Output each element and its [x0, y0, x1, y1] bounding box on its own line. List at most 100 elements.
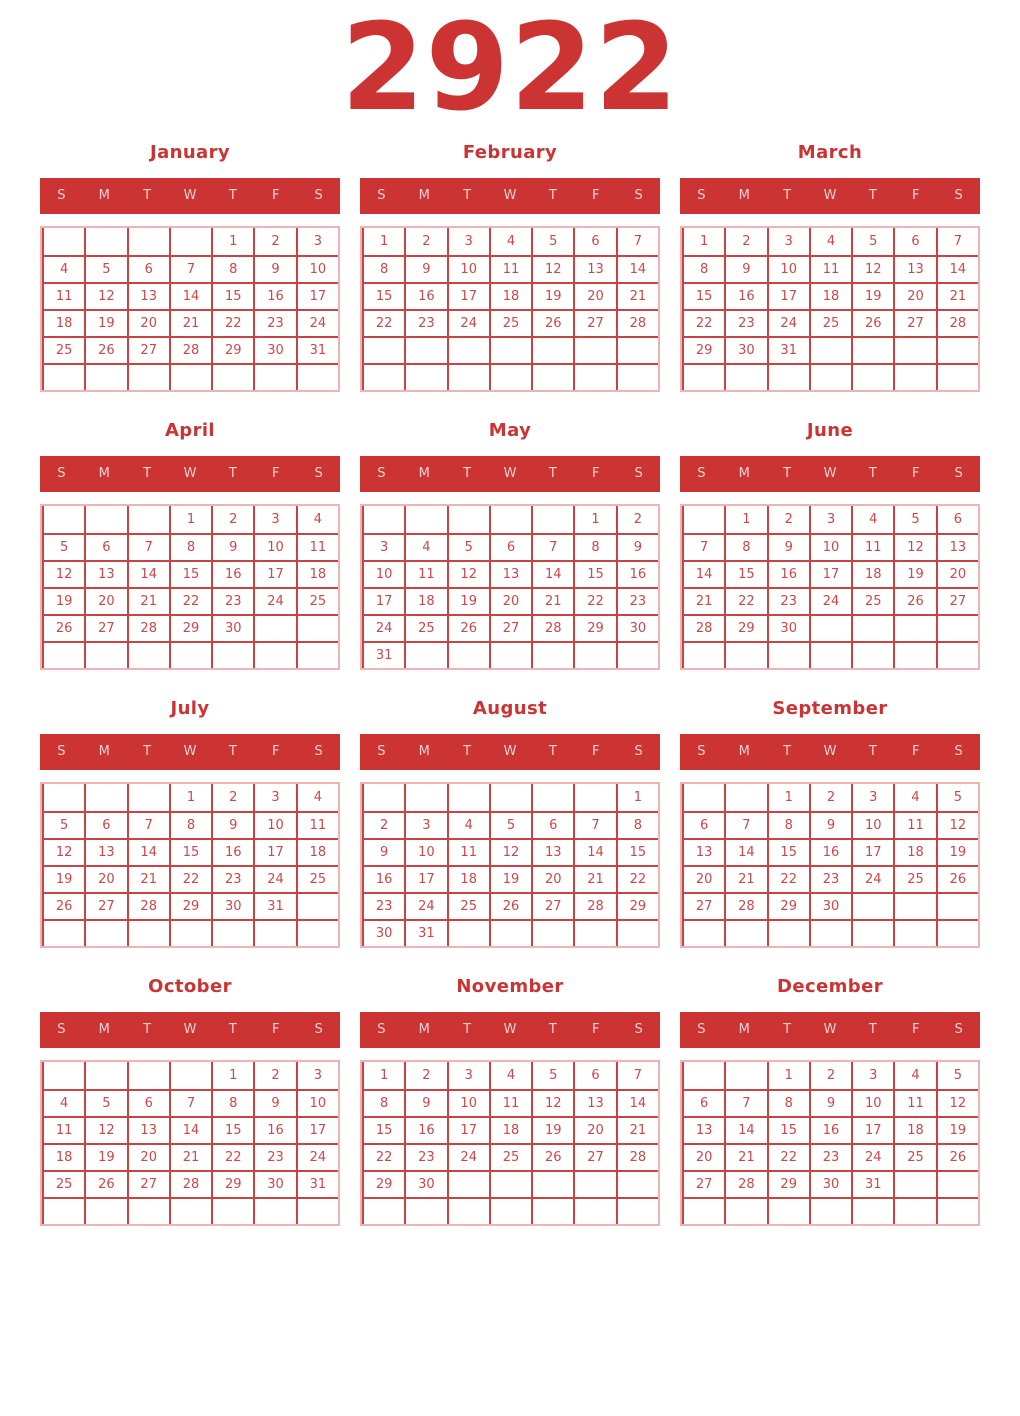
day-cell: 23	[404, 1142, 447, 1170]
day-cell: 22	[168, 586, 212, 614]
day-cell: 12	[893, 532, 936, 560]
day-cell: 20	[531, 864, 574, 892]
day-cell: 27	[682, 1169, 725, 1197]
day-cell: 9	[362, 837, 405, 865]
weekday-label: T	[548, 1022, 557, 1038]
day-grid: 1 2 3 4 5 6 7 8 9 10 11 12 13 14 15 16 17 18 19 20 21 22 23 24 2…	[360, 781, 660, 948]
day-cell: 12	[531, 254, 574, 282]
day-cell: 6	[682, 1088, 725, 1116]
weekday-label: W	[183, 466, 197, 482]
day-cell-empty	[488, 1169, 532, 1197]
day-cell-empty	[295, 891, 338, 919]
day-cell-empty	[573, 918, 616, 946]
day-cell: 14	[724, 837, 767, 865]
day-cell: 1	[211, 1061, 253, 1089]
day-cell-empty	[615, 362, 658, 390]
day-cell: 5	[488, 810, 532, 838]
day-cell-empty	[446, 783, 489, 811]
day-cell: 14	[682, 559, 725, 587]
day-cell: 28	[615, 1142, 658, 1170]
day-cell-empty	[211, 640, 254, 668]
day-cell: 17	[766, 281, 809, 309]
weekday-label: S	[697, 744, 706, 760]
day-cell: 25	[893, 864, 936, 892]
day-cell-empty	[531, 783, 573, 811]
day-cell: 20	[893, 281, 936, 309]
day-cell: 13	[682, 1115, 725, 1143]
day-cell-empty	[211, 1196, 254, 1224]
day-cell: 16	[615, 559, 658, 587]
weekday-label: F	[271, 466, 280, 482]
day-cell: 7	[126, 532, 169, 560]
day-grid: 1 2 3 4 5 6 7 8 9 10 11 12 13 14 15 16 17 18 19 20 21 22 23 24 2…	[40, 781, 340, 948]
day-cell: 24	[404, 891, 447, 919]
day-cell-empty	[168, 362, 212, 390]
day-cell-empty	[724, 1196, 767, 1224]
weekday-label: W	[823, 466, 837, 482]
day-cell: 2	[404, 227, 446, 255]
day-cell: 17	[851, 837, 894, 865]
day-cell: 10	[766, 254, 809, 282]
day-cell: 2	[211, 505, 253, 533]
day-cell: 19	[935, 837, 978, 865]
day-cell: 12	[531, 1088, 574, 1116]
day-cell: 18	[893, 837, 936, 865]
day-cell: 9	[404, 254, 447, 282]
day-cell: 25	[446, 891, 489, 919]
day-cell-empty	[295, 640, 338, 668]
day-cell: 1	[724, 505, 766, 533]
weekday-label: S	[697, 188, 706, 204]
day-cell: 17	[362, 586, 405, 614]
day-cell-empty	[808, 640, 852, 668]
day-cell-empty	[573, 1169, 616, 1197]
weekday-label: F	[591, 188, 600, 204]
day-cell: 25	[42, 1169, 85, 1197]
day-cell: 18	[42, 1142, 85, 1170]
day-cell-empty	[488, 640, 532, 668]
day-cell-empty	[362, 335, 405, 363]
day-grid: 1 2 3 4 5 6 7 8 9 10 11 12 13 14 15 16 17 18 19 20 21 22 23 24 2…	[40, 1059, 340, 1226]
day-cell: 16	[211, 559, 254, 587]
day-cell-empty	[84, 783, 126, 811]
day-cell: 27	[488, 613, 532, 641]
day-cell: 30	[766, 613, 809, 641]
day-cell-empty	[573, 640, 616, 668]
day-cell: 19	[42, 586, 85, 614]
day-cell: 28	[935, 308, 978, 336]
day-cell-empty	[682, 918, 725, 946]
day-cell-empty	[362, 783, 404, 811]
day-cell: 4	[893, 1061, 935, 1089]
day-cell: 21	[126, 586, 169, 614]
day-cell: 7	[682, 532, 725, 560]
day-cell: 26	[42, 613, 85, 641]
day-cell-empty	[682, 505, 724, 533]
weekday-label: F	[911, 1022, 920, 1038]
weekday-label: S	[954, 1022, 963, 1038]
weekday-label: F	[271, 744, 280, 760]
weekday-label: S	[314, 188, 323, 204]
day-cell: 31	[766, 335, 809, 363]
day-cell: 5	[42, 532, 85, 560]
day-cell: 20	[682, 864, 725, 892]
day-cell: 5	[935, 1061, 978, 1089]
day-cell: 18	[488, 1115, 532, 1143]
day-cell-empty	[84, 918, 127, 946]
day-cell-empty	[615, 918, 658, 946]
day-cell: 21	[724, 1142, 767, 1170]
day-cell: 7	[126, 810, 169, 838]
day-cell: 29	[211, 335, 254, 363]
weekday-label: S	[697, 1022, 706, 1038]
day-cell: 2	[615, 505, 658, 533]
day-cell: 9	[253, 254, 296, 282]
day-cell: 6	[84, 810, 127, 838]
day-cell-empty	[295, 362, 338, 390]
day-cell: 5	[935, 783, 978, 811]
day-cell: 1	[168, 783, 211, 811]
day-cell: 21	[935, 281, 978, 309]
day-cell: 11	[42, 1115, 85, 1143]
day-grid: 1 2 3 4 5 6 7 8 9 10 11 12 13 14 15 16 17 18 19 20 21 22 23 24 2…	[40, 225, 340, 392]
